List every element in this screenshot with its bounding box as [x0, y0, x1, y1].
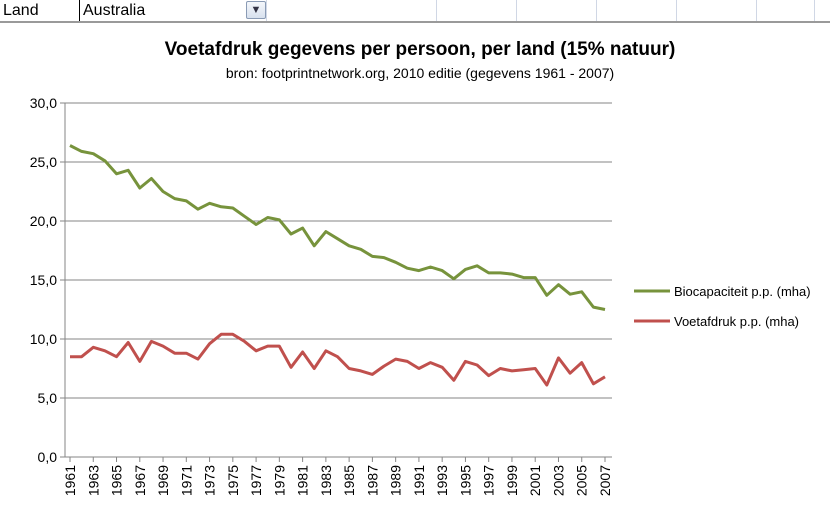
y-tick-label: 10,0 — [30, 331, 57, 347]
x-tick-label: 2003 — [550, 465, 566, 496]
chart-subtitle: bron: footprintnetwork.org, 2010 editie … — [226, 65, 614, 81]
x-tick-label: 1989 — [388, 465, 404, 496]
empty-cell[interactable] — [437, 0, 517, 21]
x-tick-label: 1999 — [504, 465, 520, 496]
x-tick-label: 1961 — [62, 465, 78, 496]
x-tick-label: 1977 — [248, 465, 264, 496]
x-tick-label: 1993 — [434, 465, 450, 496]
x-tick-label: 1979 — [271, 465, 287, 496]
empty-cell[interactable] — [677, 0, 757, 21]
y-tick-label: 20,0 — [30, 213, 57, 229]
country-cell[interactable]: Australia — [80, 0, 267, 21]
land-label-cell[interactable]: Land — [0, 0, 80, 21]
x-tick-label: 2005 — [574, 465, 590, 496]
x-tick-label: 1967 — [132, 465, 148, 496]
x-tick-label: 1981 — [295, 465, 311, 496]
y-tick-label: 30,0 — [30, 95, 57, 111]
x-tick-label: 1965 — [109, 465, 125, 496]
empty-cell[interactable] — [267, 0, 437, 21]
legend-label: Biocapaciteit p.p. (mha) — [674, 284, 811, 299]
x-tick-label: 1973 — [202, 465, 218, 496]
y-tick-label: 0,0 — [38, 449, 58, 465]
spreadsheet-header-row: Land Australia ▼ — [0, 0, 830, 23]
x-tick-label: 1985 — [341, 465, 357, 496]
empty-cell[interactable] — [757, 0, 815, 21]
x-tick-label: 1991 — [411, 465, 427, 496]
filter-dropdown-icon[interactable]: ▼ — [246, 1, 266, 19]
x-tick-label: 1963 — [85, 465, 101, 496]
series-line-voetafdruk — [70, 332, 606, 387]
x-tick-label: 1975 — [225, 465, 241, 496]
legend-label: Voetafdruk p.p. (mha) — [674, 314, 799, 329]
x-tick-label: 2007 — [597, 465, 613, 496]
x-tick-label: 1971 — [178, 465, 194, 496]
y-tick-label: 5,0 — [38, 390, 58, 406]
x-tick-label: 1995 — [457, 465, 473, 496]
x-tick-label: 2001 — [527, 465, 543, 496]
series-line-biocapaciteit — [69, 144, 606, 311]
empty-cell[interactable] — [517, 0, 597, 21]
y-tick-label: 15,0 — [30, 272, 57, 288]
chart-title: Voetafdruk gegevens per persoon, per lan… — [165, 39, 676, 60]
x-tick-label: 1983 — [318, 465, 334, 496]
x-tick-label: 1997 — [481, 465, 497, 496]
x-tick-label: 1969 — [155, 465, 171, 496]
x-tick-label: 1987 — [364, 465, 380, 496]
empty-cell[interactable] — [597, 0, 677, 21]
y-tick-label: 25,0 — [30, 154, 57, 170]
